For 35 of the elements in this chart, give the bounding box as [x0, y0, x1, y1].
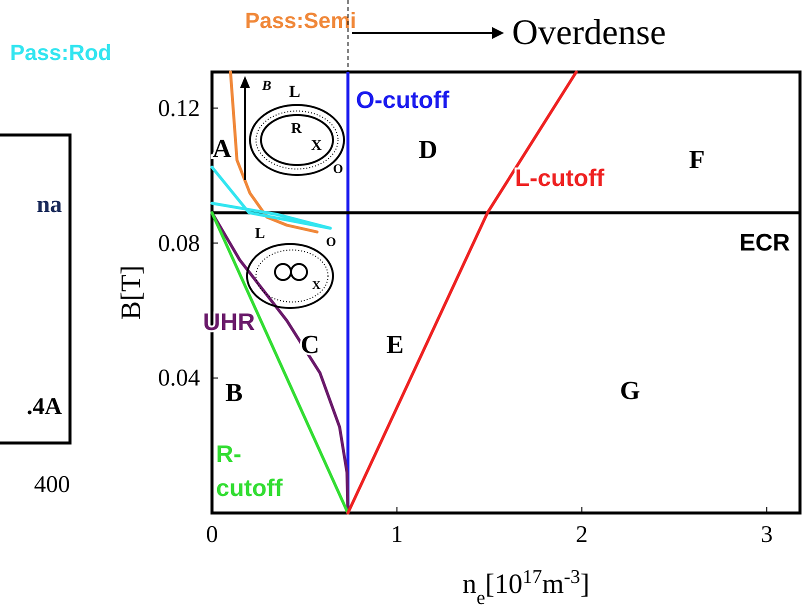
annotation: X	[311, 138, 322, 154]
ref-line-label: O-cutoff	[356, 87, 450, 114]
ellipse-diagram: L O X	[246, 226, 336, 309]
ref-line-label: ECR	[739, 230, 790, 257]
series-label: R-cutoff	[216, 441, 284, 502]
text: Pass:Rod	[10, 40, 112, 65]
annotation: O	[326, 234, 336, 249]
x-tick-label: 0	[206, 522, 218, 548]
series-label: L-cutoff	[515, 165, 606, 192]
annotation: E	[386, 330, 404, 359]
y-tick-label: 0.04	[158, 366, 200, 392]
x-tick-label: 1	[390, 522, 403, 548]
annotation: F	[689, 144, 705, 174]
annotation: L	[289, 82, 300, 101]
x-tick-label: 3	[760, 522, 773, 548]
text: na	[36, 192, 62, 218]
y-axis-title: B[T]	[116, 265, 147, 320]
line-series	[210, 166, 332, 230]
annotation: B	[225, 378, 243, 407]
annotation: L	[255, 226, 266, 242]
annotation: R	[291, 121, 302, 137]
annotation: B	[261, 79, 272, 94]
x-tick-label: 2	[576, 522, 588, 548]
annotation: X	[312, 278, 321, 292]
y-tick-label: 0.08	[158, 230, 200, 257]
x-axis-title: n$_{e}$[10$^{17}$m$^{-3}$]	[462, 566, 590, 608]
annotation: C	[300, 330, 320, 359]
series-label: Pass:Semi	[245, 8, 356, 33]
text: Overdense	[512, 12, 666, 52]
text: 400	[34, 472, 70, 498]
annotation: O	[333, 161, 344, 176]
text: .4A	[26, 394, 63, 420]
y-tick-label: 0.12	[158, 96, 200, 122]
annotation: G	[620, 376, 640, 405]
annotation: D	[418, 134, 438, 164]
